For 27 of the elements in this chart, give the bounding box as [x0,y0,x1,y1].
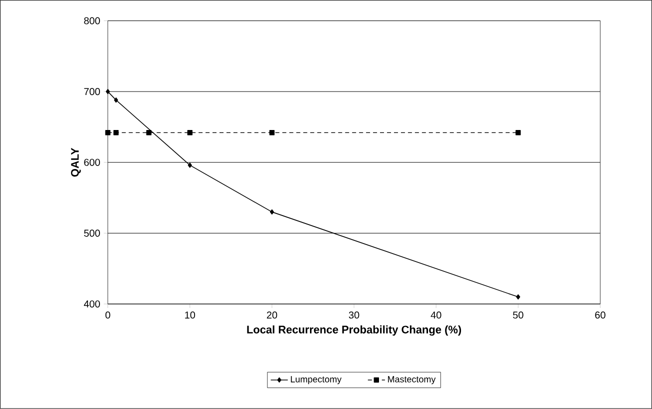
legend-label: Lumpectomy [290,376,342,384]
point [146,130,152,136]
x-tick-label: 10 [185,312,196,319]
point [269,130,275,136]
point [516,130,521,136]
point [113,130,119,136]
y-tick-label: 500 [84,230,100,237]
y-axis-title: QALY [71,148,81,177]
point [187,130,192,136]
x-axis-title: Local Recurrence Probability Change (%) [247,325,462,336]
x-tick-label: 0 [105,312,110,319]
point [106,89,110,94]
x-tick-label: 40 [430,312,442,319]
point [114,98,118,103]
legend-label: Mastectomy [388,376,436,384]
point [105,130,110,136]
y-tick-label: 800 [84,17,100,24]
y-tick-label: 600 [84,158,100,166]
y-tick-label: 400 [84,300,100,308]
point [188,162,192,168]
x-tick-label: 20 [266,312,278,319]
x-tick-label: 60 [595,312,606,319]
x-tick-label: 30 [348,312,360,319]
x-tick-label: 50 [513,312,524,319]
point [270,209,274,215]
point [516,294,520,300]
y-tick-label: 700 [84,88,100,96]
